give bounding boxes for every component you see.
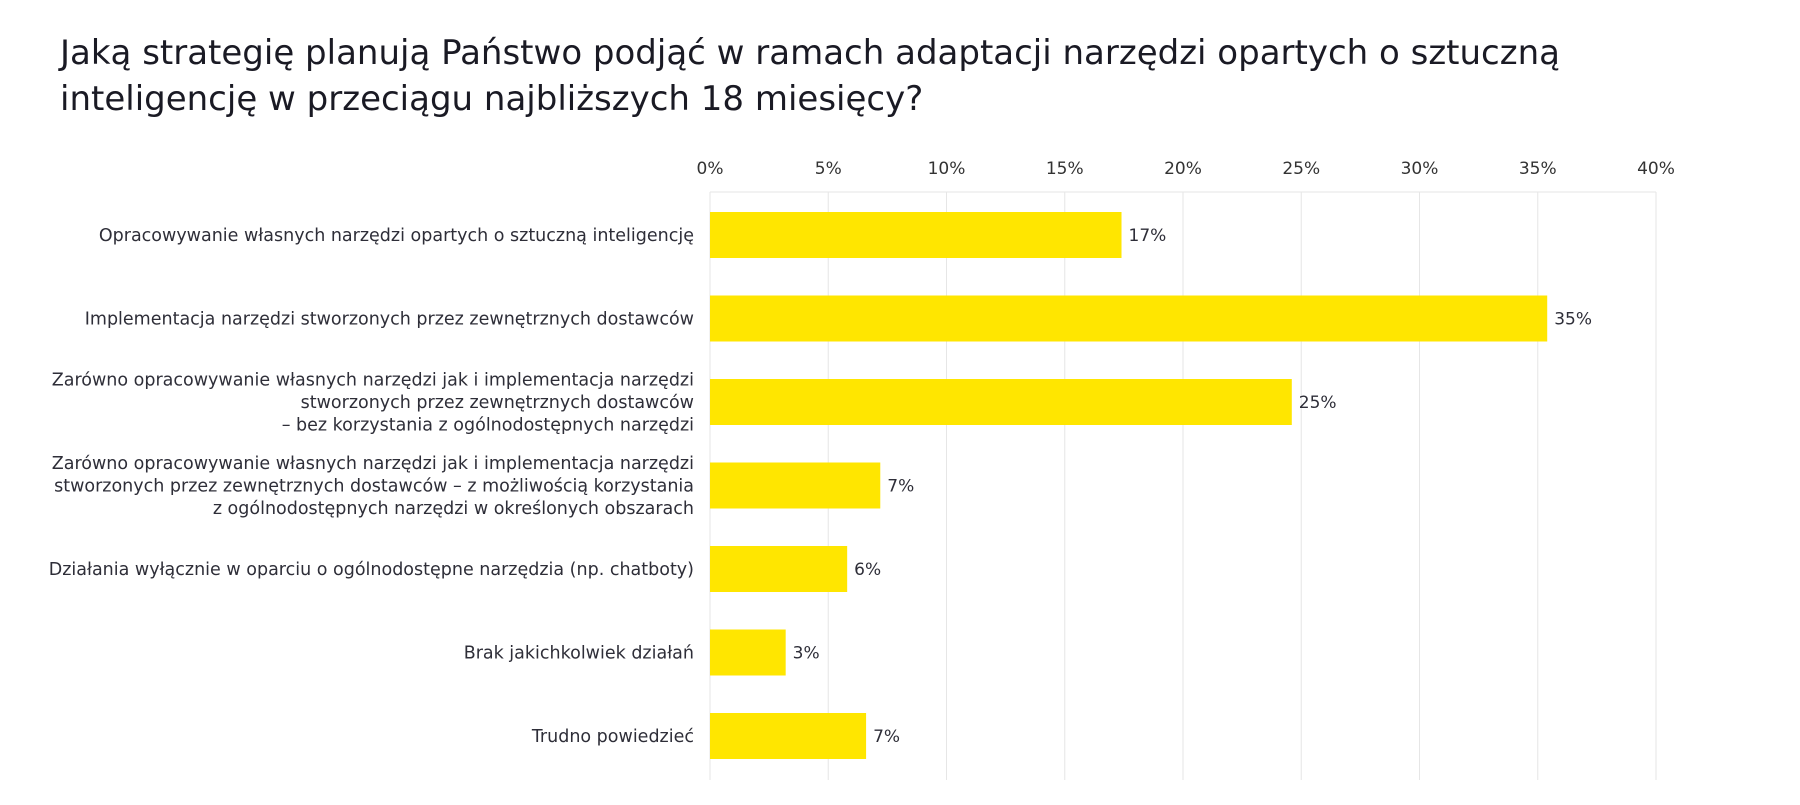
- data-label: 7%: [873, 727, 900, 747]
- data-label: 35%: [1554, 310, 1592, 330]
- category-label: Trudno powiedzieć: [531, 727, 694, 747]
- x-axis-ticks: 0% 5% 10% 15% 20% 25% 30% 35% 40%: [697, 159, 1675, 179]
- grid-lines: [709, 191, 1657, 780]
- category-labels: Opracowywanie własnych narzędzi opartych…: [49, 226, 694, 747]
- bar: [710, 295, 1548, 342]
- x-tick-label: 30%: [1401, 159, 1439, 179]
- bar: [710, 212, 1122, 258]
- bar: [710, 379, 1292, 425]
- bar: [710, 462, 881, 509]
- category-label: Zarówno opracowywanie własnych narzędzi …: [52, 371, 694, 436]
- x-tick-label: 10%: [928, 159, 966, 179]
- x-tick-label: 25%: [1282, 159, 1320, 179]
- x-tick-label: 40%: [1637, 159, 1675, 179]
- bar: [710, 629, 786, 676]
- x-tick-label: 15%: [1046, 159, 1084, 179]
- category-label: Zarówno opracowywanie własnych narzędzi …: [52, 454, 694, 519]
- x-tick-label: 5%: [815, 159, 842, 179]
- bar: [710, 546, 848, 592]
- x-tick-label: 0%: [697, 159, 724, 179]
- category-label: Opracowywanie własnych narzędzi opartych…: [99, 226, 694, 246]
- data-label: 6%: [854, 560, 881, 580]
- data-label: 25%: [1299, 393, 1337, 413]
- chart-title-line-1: Jaką strategię planują Państwo podjąć w …: [60, 33, 1560, 73]
- bar: [710, 713, 867, 759]
- value-labels: 17% 35% 25% 7% 6% 3% 7%: [793, 226, 1592, 747]
- data-label: 7%: [887, 477, 914, 497]
- chart-title: Jaką strategię planują Państwo podjąć w …: [60, 30, 1660, 122]
- x-tick-label: 35%: [1519, 159, 1557, 179]
- category-label: Brak jakichkolwiek działań: [464, 644, 694, 664]
- chart-title-line-2: inteligencję w przeciągu najbliższych 18…: [60, 79, 924, 119]
- category-label: Działania wyłącznie w oparciu o ogólnodo…: [49, 560, 694, 580]
- data-label: 17%: [1129, 226, 1167, 246]
- bars: [710, 212, 1548, 759]
- x-tick-label: 20%: [1164, 159, 1202, 179]
- data-label: 3%: [793, 644, 820, 664]
- category-label: Implementacja narzędzi stworzonych przez…: [85, 310, 694, 330]
